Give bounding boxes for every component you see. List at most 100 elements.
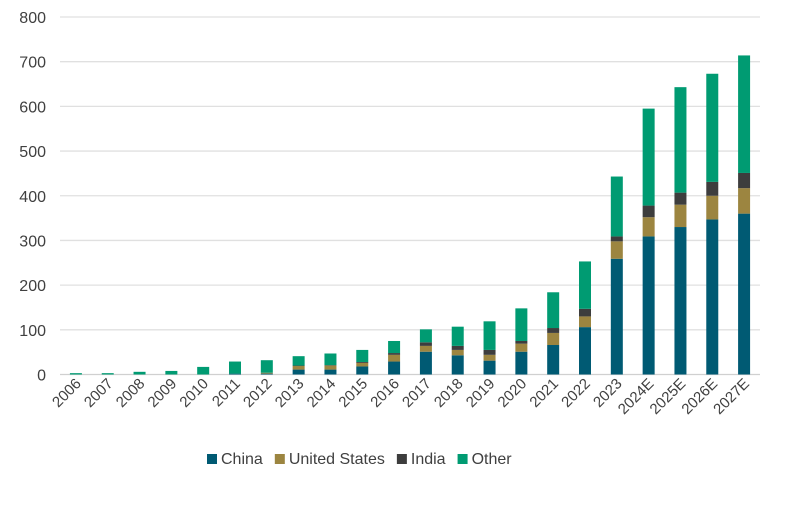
bar-india-2021 [547, 328, 559, 333]
x-tick-label: 2017 [399, 375, 435, 411]
bar-india-2024E [643, 206, 655, 218]
bar-other-2015 [356, 350, 368, 362]
bar-china-2011 [229, 374, 241, 375]
bar-united-states-2019 [484, 355, 496, 361]
legend-label: China [221, 451, 263, 468]
y-tick-label: 700 [19, 55, 46, 72]
x-tick-label: 2008 [113, 375, 149, 411]
x-tick-label: 2018 [431, 375, 467, 411]
x-tick-label: 2019 [463, 375, 499, 411]
bar-other-2010 [197, 367, 209, 375]
bar-other-2024E [643, 109, 655, 206]
bar-other-2022 [579, 261, 591, 308]
bar-india-2016 [388, 353, 400, 355]
y-axis-ticks: 0 100 200 300 400 500 600 700 800 [19, 10, 46, 385]
bar-other-2007 [102, 373, 114, 374]
bar-united-states-2018 [452, 350, 464, 355]
bar-other-2014 [324, 353, 336, 365]
bar-china-2027E [738, 214, 750, 375]
bar-india-2022 [579, 309, 591, 317]
bar-china-2017 [420, 352, 432, 375]
y-tick-label: 200 [19, 278, 46, 295]
bar-united-states-2012 [261, 373, 273, 374]
y-tick-label: 400 [19, 189, 46, 206]
x-axis-ticks: 2006200720082009201020112012201320142015… [49, 375, 753, 418]
bar-united-states-2021 [547, 333, 559, 345]
bar-india-2027E [738, 173, 750, 188]
bar-united-states-2024E [643, 217, 655, 236]
legend-item-india: India [397, 451, 446, 468]
bar-india-2018 [452, 346, 464, 350]
bar-other-2009 [165, 371, 177, 375]
y-tick-label: 600 [19, 99, 46, 116]
bar-other-2026E [706, 74, 718, 182]
bars [70, 55, 750, 374]
bar-china-2024E [643, 236, 655, 374]
x-tick-label: 2007 [81, 375, 117, 411]
x-tick-label: 2010 [176, 375, 212, 411]
bar-united-states-2026E [706, 196, 718, 220]
bar-united-states-2020 [515, 344, 527, 352]
bar-united-states-2025E [674, 205, 686, 227]
bar-other-2013 [293, 356, 305, 365]
x-tick-label: 2016 [367, 375, 403, 411]
bar-china-2018 [452, 355, 464, 374]
legend-label: India [411, 451, 446, 468]
x-tick-label: 2022 [558, 375, 594, 411]
bar-india-2020 [515, 341, 527, 344]
x-tick-label: 2009 [145, 375, 181, 411]
x-tick-label: 2015 [335, 375, 371, 411]
x-tick-label: 2014 [304, 375, 340, 411]
bar-other-2012 [261, 360, 273, 373]
y-tick-label: 500 [19, 144, 46, 161]
bar-india-2015 [356, 362, 368, 363]
bar-india-2017 [420, 342, 432, 346]
legend-swatch [458, 454, 468, 464]
x-tick-label: 2027E [710, 375, 753, 418]
bar-china-2015 [356, 366, 368, 374]
bar-other-2019 [484, 321, 496, 350]
y-tick-label: 0 [37, 368, 46, 385]
bar-other-2018 [452, 327, 464, 346]
gridlines [60, 17, 760, 375]
bar-other-2020 [515, 308, 527, 341]
x-tick-label: 2020 [495, 375, 531, 411]
y-tick-label: 100 [19, 323, 46, 340]
bar-india-2023 [611, 236, 623, 241]
bar-other-2027E [738, 55, 750, 173]
x-tick-label: 2013 [272, 375, 308, 411]
bar-other-2008 [134, 372, 146, 375]
bar-other-2025E [674, 87, 686, 192]
y-tick-label: 800 [19, 10, 46, 27]
bar-china-2023 [611, 259, 623, 375]
bar-india-2026E [706, 182, 718, 196]
bar-united-states-2013 [293, 366, 305, 370]
x-tick-label: 2011 [209, 375, 244, 410]
bar-united-states-2017 [420, 346, 432, 352]
legend-label: United States [289, 451, 385, 468]
bar-china-2020 [515, 352, 527, 375]
y-tick-label: 300 [19, 233, 46, 250]
bar-china-2026E [706, 219, 718, 374]
bar-other-2011 [229, 362, 241, 374]
legend-item-other: Other [458, 451, 513, 468]
bar-other-2023 [611, 177, 623, 237]
bar-china-2016 [388, 362, 400, 375]
bar-united-states-2023 [611, 241, 623, 258]
bar-china-2022 [579, 327, 591, 374]
bar-other-2006 [70, 373, 82, 374]
bar-united-states-2027E [738, 188, 750, 213]
legend-item-china: China [207, 451, 263, 468]
legend-swatch [275, 454, 285, 464]
bar-united-states-2016 [388, 355, 400, 362]
legend-swatch [397, 454, 407, 464]
bar-china-2025E [674, 227, 686, 374]
bar-united-states-2014 [324, 366, 336, 370]
bar-other-2021 [547, 292, 559, 328]
bar-other-2017 [420, 329, 432, 342]
legend-item-united-states: United States [275, 451, 385, 468]
x-tick-label: 2012 [240, 375, 276, 411]
bar-india-2025E [674, 193, 686, 205]
x-tick-label: 2006 [49, 375, 85, 411]
